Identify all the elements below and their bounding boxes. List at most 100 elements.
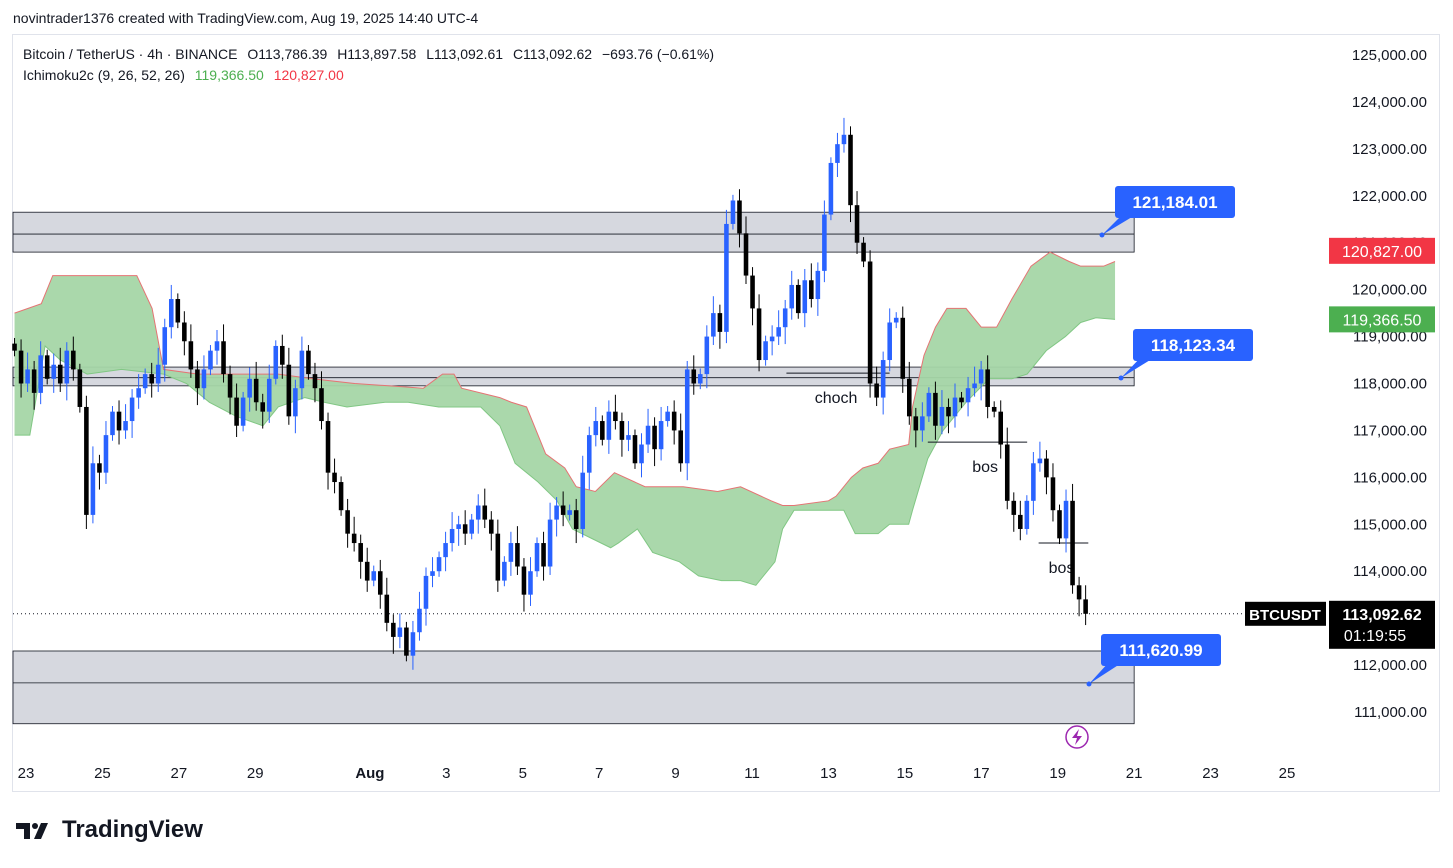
candle[interactable] — [691, 355, 697, 395]
candle[interactable] — [547, 502, 553, 575]
candle[interactable] — [449, 512, 455, 552]
candle[interactable] — [920, 402, 925, 442]
candle[interactable] — [743, 216, 749, 285]
candle[interactable] — [652, 417, 657, 467]
candle[interactable] — [750, 267, 755, 326]
candle[interactable] — [1018, 500, 1023, 541]
price-callout[interactable]: 111,620.99 — [1086, 634, 1222, 687]
candle[interactable] — [502, 556, 507, 587]
candle[interactable] — [822, 200, 827, 283]
candle[interactable] — [18, 339, 24, 398]
candle[interactable] — [874, 366, 879, 407]
candle[interactable] — [730, 194, 736, 230]
symbol-title[interactable]: Bitcoin / TetherUS · 4h · BINANCE — [23, 46, 238, 62]
candle[interactable] — [1057, 504, 1062, 544]
candle[interactable] — [580, 455, 586, 538]
candle[interactable] — [952, 383, 958, 428]
candle[interactable] — [632, 429, 638, 469]
candle[interactable] — [998, 400, 1004, 459]
candle[interactable] — [443, 531, 448, 572]
candle[interactable] — [867, 250, 873, 398]
candle[interactable] — [815, 262, 821, 316]
candle[interactable] — [371, 565, 377, 587]
candle[interactable] — [926, 387, 932, 422]
candle[interactable] — [965, 376, 971, 417]
candle[interactable] — [933, 381, 938, 440]
candle[interactable] — [168, 284, 174, 339]
candle[interactable] — [462, 510, 468, 545]
candle[interactable] — [129, 389, 135, 438]
candle[interactable] — [508, 531, 514, 576]
candle[interactable] — [515, 526, 520, 575]
candle[interactable] — [97, 454, 102, 490]
candle[interactable] — [312, 362, 318, 403]
candle[interactable] — [528, 557, 533, 606]
candle[interactable] — [208, 345, 213, 376]
candle[interactable] — [606, 400, 612, 454]
candle[interactable] — [835, 132, 840, 178]
candle[interactable] — [978, 360, 984, 401]
candle[interactable] — [306, 345, 311, 380]
candle[interactable] — [737, 189, 742, 248]
candle[interactable] — [319, 371, 324, 430]
candle[interactable] — [1011, 492, 1017, 532]
candle[interactable] — [906, 361, 912, 425]
candle[interactable] — [1050, 463, 1056, 522]
candle[interactable] — [1083, 585, 1088, 626]
candle[interactable] — [946, 398, 951, 434]
candle[interactable] — [234, 383, 239, 437]
candle[interactable] — [619, 412, 625, 457]
candle[interactable] — [809, 263, 814, 308]
candle[interactable] — [626, 421, 631, 452]
candle[interactable] — [665, 406, 670, 427]
candle[interactable] — [841, 117, 847, 153]
candle[interactable] — [299, 336, 305, 400]
candle[interactable] — [541, 531, 546, 581]
candle[interactable] — [142, 368, 148, 394]
candle[interactable] — [410, 620, 416, 670]
candle[interactable] — [12, 337, 17, 357]
candle[interactable] — [1031, 452, 1036, 515]
candle[interactable] — [436, 551, 442, 577]
candle[interactable] — [880, 351, 886, 415]
candle[interactable] — [1070, 483, 1075, 594]
candle[interactable] — [31, 360, 37, 410]
candle[interactable] — [724, 209, 729, 344]
candle[interactable] — [567, 504, 572, 521]
candle[interactable] — [475, 494, 481, 534]
candle[interactable] — [593, 406, 599, 447]
candle[interactable] — [711, 296, 716, 346]
candle[interactable] — [521, 558, 527, 612]
candle[interactable] — [266, 364, 272, 423]
candle[interactable] — [351, 516, 357, 552]
candle[interactable] — [534, 537, 540, 577]
zone-box[interactable] — [12, 211, 1135, 253]
candle[interactable] — [1063, 489, 1069, 553]
candle[interactable] — [51, 353, 57, 393]
candle[interactable] — [1076, 576, 1082, 617]
candle[interactable] — [325, 412, 331, 490]
candle[interactable] — [554, 497, 559, 537]
candle[interactable] — [175, 293, 181, 329]
candle[interactable] — [972, 366, 977, 397]
candle[interactable] — [645, 408, 651, 453]
price-callout[interactable]: 121,184.01 — [1099, 186, 1236, 238]
candle[interactable] — [717, 304, 723, 349]
candle[interactable] — [430, 557, 435, 588]
candle[interactable] — [678, 413, 683, 472]
candle[interactable] — [1044, 450, 1049, 495]
candle[interactable] — [769, 325, 775, 356]
candle[interactable] — [247, 367, 252, 412]
candle[interactable] — [280, 334, 285, 379]
candle[interactable] — [188, 324, 194, 378]
candle[interactable] — [182, 311, 187, 356]
candle[interactable] — [64, 342, 70, 401]
candle[interactable] — [332, 458, 337, 494]
candle[interactable] — [84, 395, 89, 529]
candle[interactable] — [260, 393, 266, 429]
candle[interactable] — [782, 299, 788, 345]
candle[interactable] — [57, 347, 63, 392]
candle[interactable] — [698, 368, 703, 390]
candle[interactable] — [985, 355, 990, 419]
